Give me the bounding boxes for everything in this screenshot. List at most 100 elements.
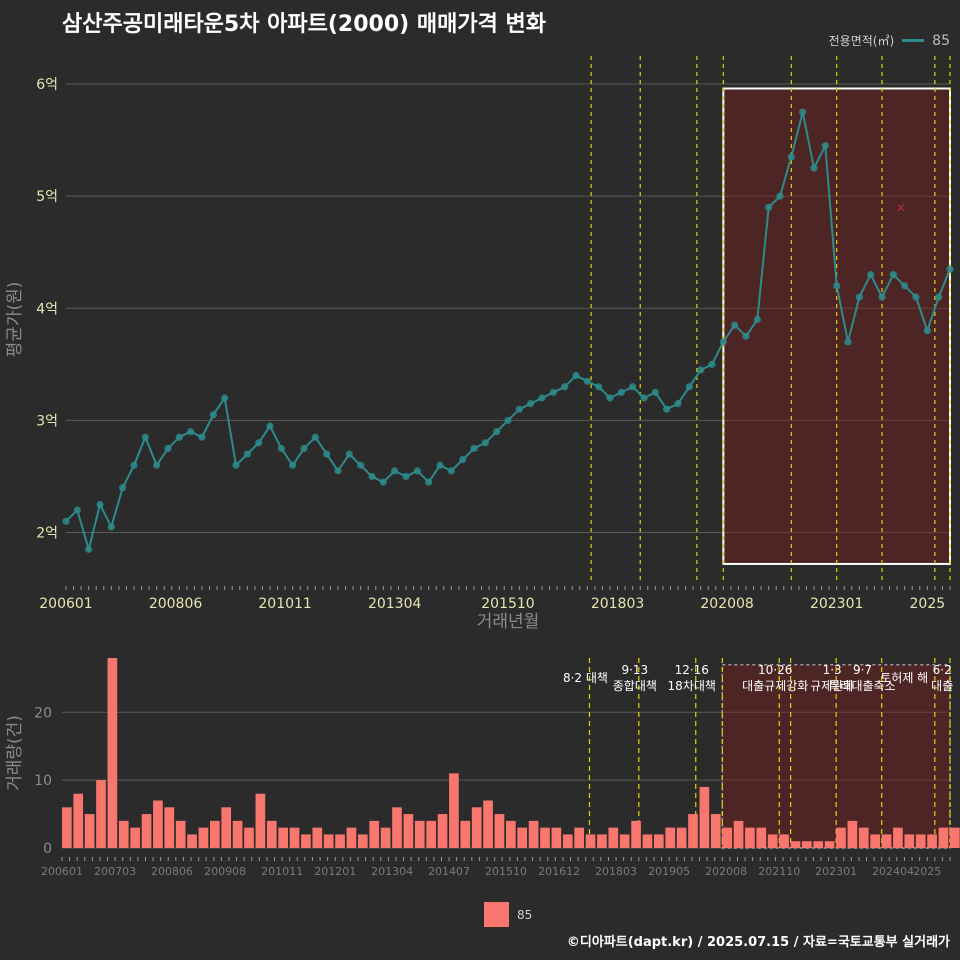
bar: [198, 827, 209, 848]
highlight-region: [722, 87, 951, 565]
bar: [460, 820, 471, 848]
policy-annotation: 9·7: [853, 663, 872, 677]
data-point: [538, 394, 546, 402]
data-point: [221, 394, 229, 402]
bar: [528, 820, 539, 848]
bar: [449, 773, 459, 848]
data-point: [119, 484, 127, 492]
data-point: [73, 506, 81, 514]
bar: [722, 827, 732, 848]
bar: [414, 820, 425, 848]
data-point: [855, 293, 863, 301]
data-point: [753, 315, 761, 324]
bar: [585, 834, 596, 848]
data-point: [243, 450, 251, 458]
bar-x-tick-label: 201011: [261, 865, 303, 878]
bar: [73, 793, 84, 848]
bar: [301, 834, 311, 848]
data-point: [651, 388, 659, 396]
bar: [232, 820, 243, 848]
bar: [836, 827, 846, 848]
data-point: [334, 467, 342, 475]
bar-y-tick-label: 0: [43, 841, 52, 857]
bar: [392, 807, 402, 848]
bar: [710, 814, 721, 848]
bar: [141, 814, 152, 848]
bar: [380, 827, 391, 848]
bar: [164, 807, 175, 848]
data-point: [787, 153, 795, 161]
data-point: [629, 383, 637, 391]
bar-x-tick-label: 201612: [538, 865, 580, 878]
data-point: [402, 472, 410, 481]
bar: [915, 834, 926, 848]
bar: [870, 834, 880, 848]
bar: [62, 807, 72, 848]
policy-annotation: 1·3: [823, 663, 842, 677]
bar-x-tick-label: 200908: [204, 865, 246, 878]
bar: [175, 820, 186, 848]
data-point: [311, 433, 319, 441]
data-point: [266, 422, 274, 430]
data-point: [708, 360, 716, 368]
bar-x-tick-label: 200601: [41, 865, 83, 878]
y-tick-label: 5억: [36, 189, 58, 205]
data-point: [515, 405, 523, 413]
data-point: [810, 164, 818, 172]
bar: [358, 834, 368, 848]
data-point: [289, 461, 297, 469]
policy-annotation: 8·2 대책: [563, 670, 608, 685]
bar: [608, 827, 619, 848]
bar: [312, 827, 323, 848]
outlier-mark: ×: [896, 200, 906, 214]
y-tick-label: 2억: [36, 526, 58, 542]
data-point: [617, 388, 625, 396]
x-tick-label: 201011: [258, 596, 311, 612]
bar: [562, 834, 573, 848]
bar: [403, 814, 414, 848]
data-point: [153, 461, 161, 469]
data-point: [867, 271, 875, 279]
bar: [118, 820, 129, 848]
data-point: [583, 377, 591, 385]
data-point: [765, 203, 773, 211]
bar-x-tick-label: 201304: [371, 865, 413, 878]
data-point: [447, 467, 455, 475]
bar-x-tick-label: 201803: [595, 865, 637, 878]
y-tick-label: 6억: [36, 77, 58, 93]
bar: [676, 827, 687, 848]
bar: [551, 827, 562, 848]
bar-x-tick-label: 202404: [872, 865, 914, 878]
x-tick-label: 200601: [39, 596, 92, 612]
bar: [517, 827, 528, 848]
data-point: [413, 467, 421, 475]
bar: [494, 814, 505, 848]
data-point: [459, 456, 467, 464]
bar-x-tick-label: 200703: [94, 865, 136, 878]
bar: [688, 814, 698, 848]
data-point: [175, 433, 183, 441]
data-point: [674, 399, 682, 408]
legend-series-label: 85: [932, 32, 950, 49]
bar: [779, 834, 789, 848]
data-point: [946, 265, 954, 273]
data-point: [561, 383, 569, 391]
bar: [255, 793, 266, 848]
bar-x-tick-label: 202008: [705, 865, 747, 878]
bar: [904, 834, 915, 848]
bar: [733, 820, 744, 848]
policy-annotation: 규제완화: [810, 679, 854, 693]
bar-x-tick-label: 201905: [648, 865, 690, 878]
data-point: [198, 433, 206, 441]
bar-legend-label: 85: [517, 907, 533, 922]
data-point: [640, 394, 648, 402]
bar: [244, 827, 254, 848]
bar: [266, 820, 277, 848]
bar: [619, 834, 630, 848]
data-point: [436, 461, 444, 469]
data-point: [833, 282, 841, 290]
bar: [437, 814, 448, 848]
data-point: [255, 439, 263, 447]
data-point: [425, 478, 433, 486]
